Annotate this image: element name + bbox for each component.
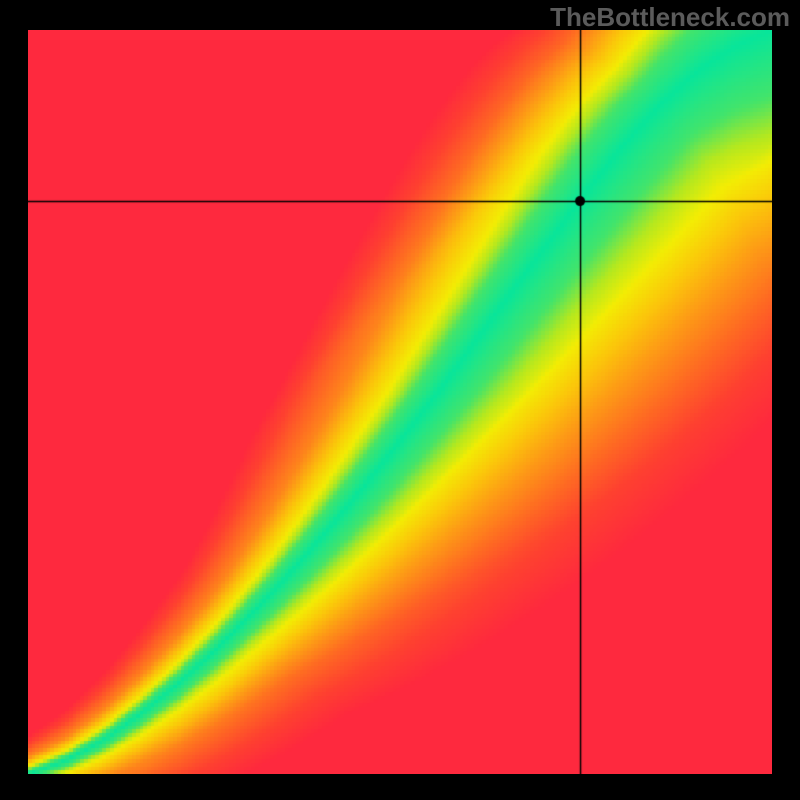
bottleneck-heatmap [28,30,772,774]
chart-container: TheBottleneck.com [0,0,800,800]
watermark-text: TheBottleneck.com [550,2,790,33]
